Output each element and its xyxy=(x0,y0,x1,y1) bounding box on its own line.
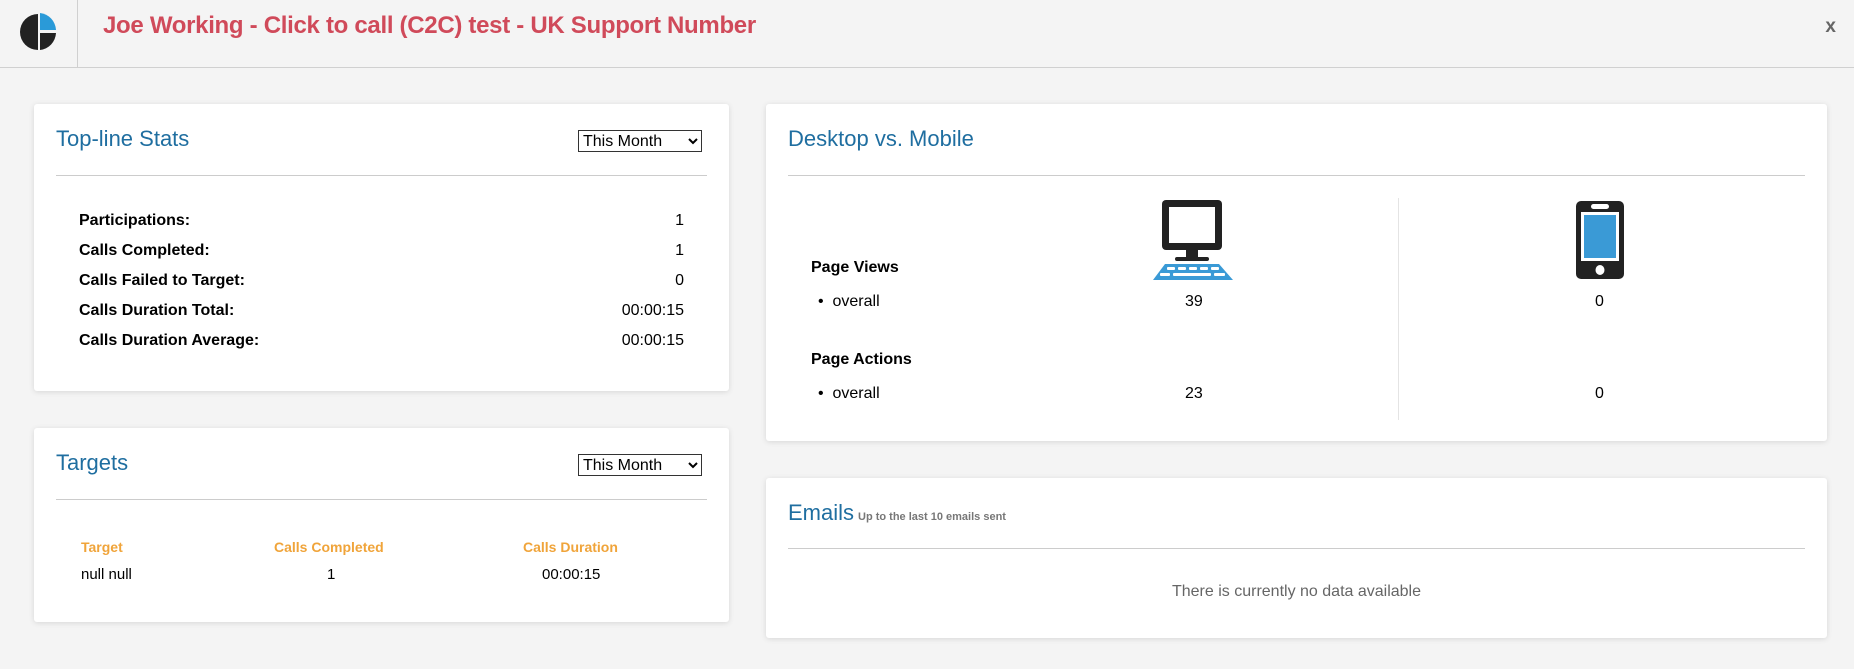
column-header: Calls Duration xyxy=(523,539,618,555)
targets-card: Targets This Month Target Calls Complete… xyxy=(34,428,729,622)
mobile-page-actions: 0 xyxy=(1595,385,1604,402)
list-item: • overall xyxy=(818,385,880,402)
stat-row: Participations: 1 xyxy=(79,212,684,229)
column-divider xyxy=(1398,198,1399,420)
close-button[interactable]: x xyxy=(1825,16,1836,37)
period-select[interactable]: This Month xyxy=(578,130,702,152)
page-actions-label: Page Actions xyxy=(811,351,912,368)
card-subtitle: Up to the last 10 emails sent xyxy=(858,511,1006,523)
stat-row: Calls Duration Total: 00:00:15 xyxy=(79,302,684,319)
desktop-page-actions: 23 xyxy=(1185,385,1203,402)
column-header: Target xyxy=(81,539,123,555)
topline-stats-card: Top-line Stats This Month Participations… xyxy=(34,104,729,391)
emails-card: Emails Up to the last 10 emails sent Ther… xyxy=(766,478,1827,638)
table-cell: 1 xyxy=(327,566,336,583)
header: Joe Working - Click to call (C2C) test -… xyxy=(0,0,1854,68)
stat-row: Calls Duration Average: 00:00:15 xyxy=(79,332,684,349)
table-cell: null null xyxy=(81,566,132,583)
stat-row: Calls Failed to Target: 0 xyxy=(79,272,684,289)
period-select[interactable]: This Month xyxy=(578,454,702,476)
table-cell: 00:00:15 xyxy=(542,566,601,583)
stat-row: Calls Completed: 1 xyxy=(79,242,684,259)
card-title: Top-line Stats xyxy=(56,126,190,151)
header-divider xyxy=(77,0,78,67)
divider xyxy=(788,548,1805,549)
page-views-label: Page Views xyxy=(811,259,899,276)
pie-chart-logo-icon xyxy=(20,13,56,50)
divider xyxy=(56,175,707,176)
empty-state-message: There is currently no data available xyxy=(1171,583,1422,600)
card-title: Targets xyxy=(56,450,129,475)
divider xyxy=(56,499,707,500)
desktop-vs-mobile-card: Desktop vs. Mobile Page Views • overall … xyxy=(766,104,1827,441)
page-title: Joe Working - Click to call (C2C) test -… xyxy=(103,12,756,39)
card-title: Emails Up to the last 10 emails sent xyxy=(788,500,1006,525)
desktop-page-views: 39 xyxy=(1185,293,1203,310)
column-header: Calls Completed xyxy=(274,539,384,555)
divider xyxy=(788,175,1805,176)
list-item: • overall xyxy=(818,293,880,310)
desktop-computer-icon xyxy=(1153,200,1233,280)
mobile-phone-icon xyxy=(1576,201,1624,279)
mobile-page-views: 0 xyxy=(1595,293,1604,310)
card-title: Desktop vs. Mobile xyxy=(788,126,974,151)
